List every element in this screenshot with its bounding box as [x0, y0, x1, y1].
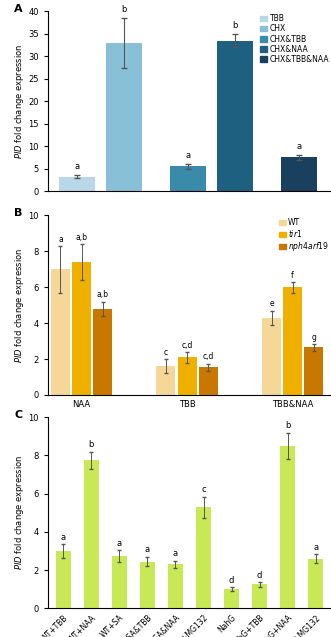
Text: a: a — [74, 162, 80, 171]
Text: c,d: c,d — [181, 341, 193, 350]
Bar — [280, 446, 295, 608]
Text: d: d — [229, 576, 234, 585]
Bar — [93, 309, 112, 395]
Bar — [216, 41, 253, 191]
Text: c: c — [201, 485, 206, 494]
Bar — [253, 585, 267, 608]
Text: f: f — [291, 271, 294, 280]
Text: c,d: c,d — [203, 352, 214, 361]
Text: a: a — [117, 539, 122, 548]
Text: c: c — [164, 348, 168, 357]
Y-axis label: $\it{PID}$ fold change expression: $\it{PID}$ fold change expression — [13, 43, 25, 159]
Bar — [224, 589, 239, 608]
Bar — [178, 357, 197, 395]
Bar — [304, 347, 323, 395]
Text: A: A — [14, 4, 23, 14]
Bar — [308, 559, 323, 608]
Bar — [59, 176, 95, 191]
Bar — [84, 460, 99, 608]
Text: d: d — [257, 571, 262, 580]
Text: a: a — [173, 549, 178, 558]
Text: a: a — [313, 543, 318, 552]
Bar — [168, 564, 183, 608]
Text: g: g — [311, 333, 316, 341]
Bar — [72, 262, 91, 395]
Bar — [199, 367, 218, 395]
Text: a: a — [58, 234, 63, 244]
Text: B: B — [14, 208, 23, 218]
Bar — [262, 318, 281, 395]
Text: C: C — [14, 410, 22, 420]
Y-axis label: $\it{PID}$ fold change expression: $\it{PID}$ fold change expression — [13, 455, 26, 571]
Text: a: a — [296, 142, 302, 151]
Bar — [112, 555, 126, 608]
Bar — [281, 157, 317, 191]
Text: e: e — [269, 299, 274, 308]
Text: a,b: a,b — [97, 290, 109, 299]
Legend: WT, $\it{tir1}$, $\it{nph4arf19}$: WT, $\it{tir1}$, $\it{nph4arf19}$ — [278, 217, 330, 254]
Text: a: a — [185, 151, 191, 160]
Text: b: b — [89, 440, 94, 449]
Text: b: b — [232, 21, 237, 30]
Text: b: b — [121, 5, 126, 14]
Bar — [140, 562, 155, 608]
Legend: TBB, CHX, CHX&TBB, CHX&NAA, CHX&TBB&NAA: TBB, CHX, CHX&TBB, CHX&NAA, CHX&TBB&NAA — [260, 13, 330, 64]
Bar — [56, 551, 71, 608]
Bar — [157, 366, 175, 395]
Text: b: b — [285, 421, 290, 430]
Text: a: a — [145, 545, 150, 554]
Text: a: a — [61, 533, 66, 542]
Bar — [106, 43, 142, 191]
Y-axis label: $\it{PID}$ fold change expression: $\it{PID}$ fold change expression — [13, 247, 26, 363]
Bar — [196, 507, 211, 608]
Bar — [170, 166, 206, 191]
Bar — [51, 269, 70, 395]
Text: a,b: a,b — [75, 233, 88, 242]
Bar — [283, 287, 302, 395]
